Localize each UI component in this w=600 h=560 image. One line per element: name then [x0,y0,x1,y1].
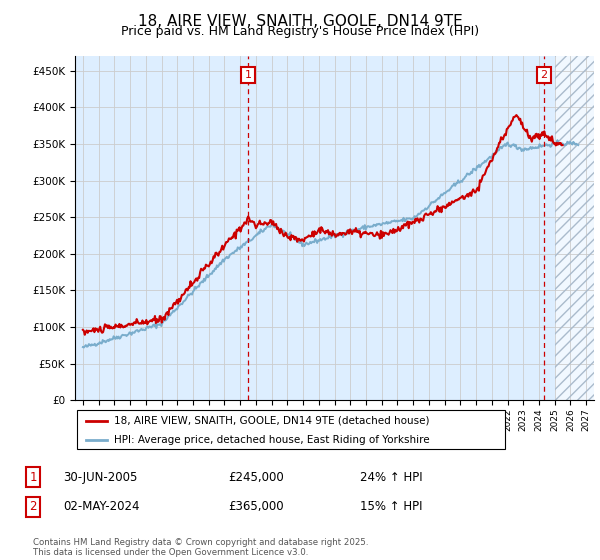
Text: 15% ↑ HPI: 15% ↑ HPI [360,500,422,514]
Text: HPI: Average price, detached house, East Riding of Yorkshire: HPI: Average price, detached house, East… [114,435,430,445]
Text: Contains HM Land Registry data © Crown copyright and database right 2025.
This d: Contains HM Land Registry data © Crown c… [33,538,368,557]
Text: 2: 2 [541,70,548,80]
Text: 02-MAY-2024: 02-MAY-2024 [63,500,139,514]
FancyBboxPatch shape [77,410,505,449]
Bar [554,56,600,400]
Text: Price paid vs. HM Land Registry's House Price Index (HPI): Price paid vs. HM Land Registry's House … [121,25,479,38]
Text: £365,000: £365,000 [228,500,284,514]
Text: 2: 2 [29,500,37,514]
Text: 1: 1 [29,470,37,484]
Bar [554,56,600,400]
Text: £245,000: £245,000 [228,470,284,484]
Text: 18, AIRE VIEW, SNAITH, GOOLE, DN14 9TE: 18, AIRE VIEW, SNAITH, GOOLE, DN14 9TE [137,14,463,29]
Text: 1: 1 [245,70,251,80]
Text: 18, AIRE VIEW, SNAITH, GOOLE, DN14 9TE (detached house): 18, AIRE VIEW, SNAITH, GOOLE, DN14 9TE (… [114,416,430,426]
Text: 30-JUN-2005: 30-JUN-2005 [63,470,137,484]
Text: 24% ↑ HPI: 24% ↑ HPI [360,470,422,484]
